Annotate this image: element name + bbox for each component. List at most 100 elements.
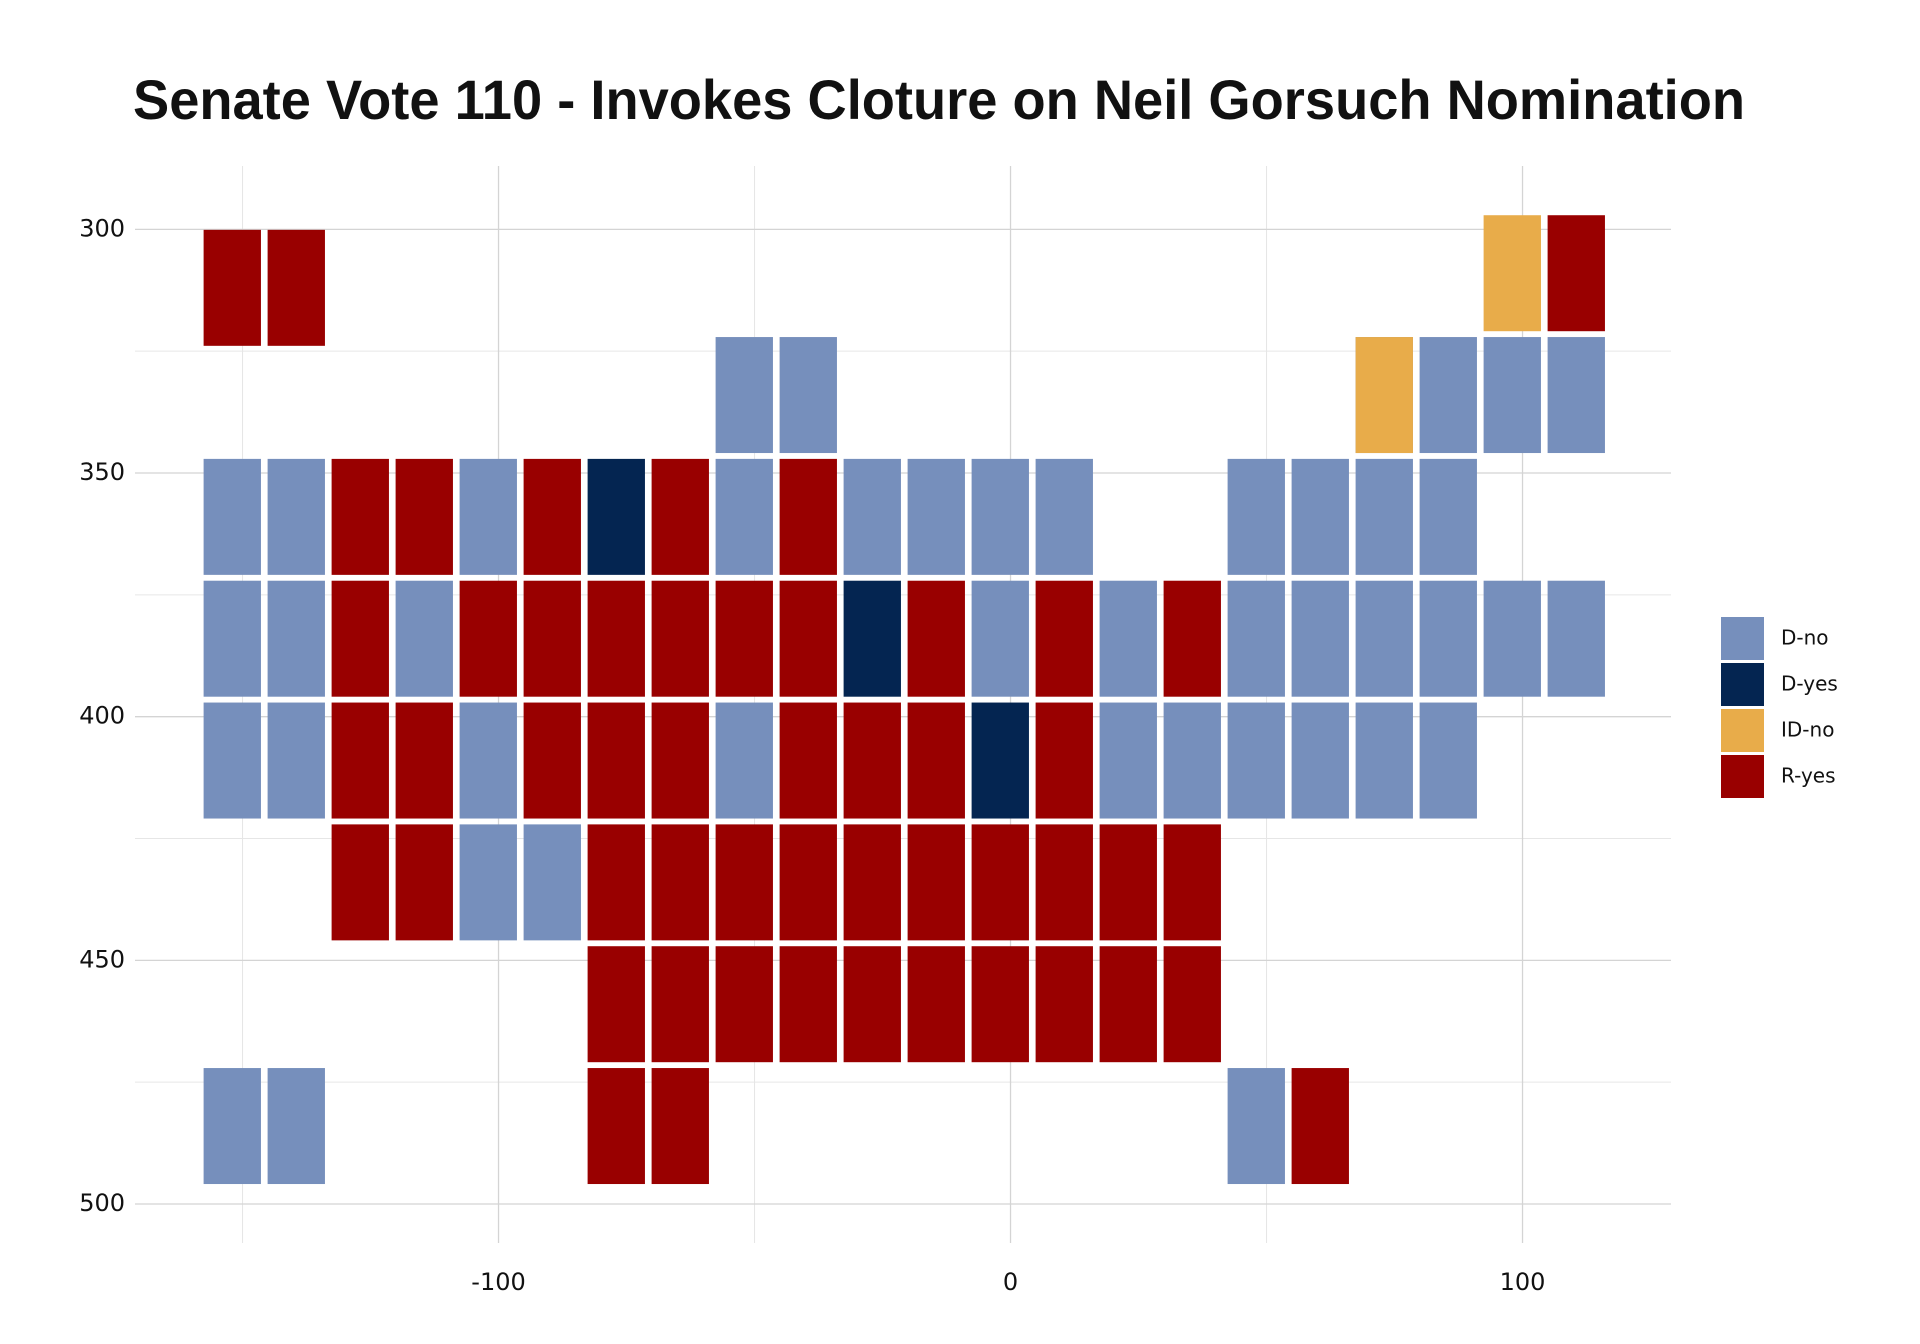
- x-tick-label: 100: [1500, 1268, 1546, 1296]
- tile: [267, 1068, 325, 1185]
- tile: [395, 702, 453, 819]
- tile: [267, 580, 325, 697]
- tile: [715, 580, 773, 697]
- tile: [267, 458, 325, 575]
- tile: [1035, 580, 1093, 697]
- legend-key: [1721, 709, 1764, 752]
- tile: [1419, 337, 1477, 454]
- tile: [1291, 702, 1349, 819]
- tile: [715, 458, 773, 575]
- tile: [459, 824, 517, 941]
- tile: [1099, 824, 1157, 941]
- tile: [651, 580, 709, 697]
- tile: [651, 824, 709, 941]
- tile: [1547, 337, 1605, 454]
- tile: [459, 458, 517, 575]
- tile: [1163, 702, 1221, 819]
- tile: [1099, 946, 1157, 1063]
- tile: [1355, 702, 1413, 819]
- tile: [203, 229, 261, 346]
- y-tick-label: 400: [79, 702, 125, 730]
- y-tick-label: 500: [79, 1189, 125, 1217]
- tile: [907, 946, 965, 1063]
- tile: [1099, 702, 1157, 819]
- tile: [651, 1068, 709, 1185]
- tile: [715, 824, 773, 941]
- grid: [135, 166, 1671, 1243]
- tile: [587, 580, 645, 697]
- tiles: [203, 215, 1605, 1185]
- tile: [459, 580, 517, 697]
- tile: [1291, 458, 1349, 575]
- tile: [1035, 702, 1093, 819]
- tile: [587, 824, 645, 941]
- tile: [715, 702, 773, 819]
- tile: [523, 702, 581, 819]
- tile: [395, 824, 453, 941]
- tile: [1035, 946, 1093, 1063]
- tile: [587, 946, 645, 1063]
- tile: [587, 458, 645, 575]
- x-tick-label: 0: [1003, 1268, 1018, 1296]
- legend-key: [1721, 617, 1764, 660]
- tile: [395, 458, 453, 575]
- tile: [651, 946, 709, 1063]
- tile: [843, 946, 901, 1063]
- tile: [779, 458, 837, 575]
- tile: [843, 824, 901, 941]
- tile: [971, 458, 1029, 575]
- y-tick-label: 350: [79, 458, 125, 486]
- tile: [203, 1068, 261, 1185]
- tile: [1291, 580, 1349, 697]
- tile: [1227, 580, 1285, 697]
- tile: [1483, 215, 1541, 332]
- tile: [971, 580, 1029, 697]
- tile: [1483, 580, 1541, 697]
- tile: [1547, 215, 1605, 332]
- tile: [587, 702, 645, 819]
- tile: [651, 458, 709, 575]
- tile: [459, 702, 517, 819]
- tile: [1547, 580, 1605, 697]
- tile: [1483, 337, 1541, 454]
- tile: [1355, 337, 1413, 454]
- tile: [1227, 458, 1285, 575]
- tile: [843, 580, 901, 697]
- tile: [395, 580, 453, 697]
- legend-key: [1721, 663, 1764, 706]
- tile: [907, 580, 965, 697]
- legend-label: D-yes: [1781, 672, 1838, 696]
- tile: [971, 702, 1029, 819]
- tile: [587, 1068, 645, 1185]
- x-tick-label: -100: [471, 1268, 525, 1296]
- tile: [779, 580, 837, 697]
- legend: D-no D-yes ID-no R-yes: [1721, 617, 1838, 798]
- tile: [331, 824, 389, 941]
- tile: [907, 702, 965, 819]
- tile: [1291, 1068, 1349, 1185]
- tile: [715, 337, 773, 454]
- tile: [715, 946, 773, 1063]
- legend-label: ID-no: [1781, 718, 1834, 742]
- tile: [779, 946, 837, 1063]
- tile: [1035, 458, 1093, 575]
- tile: [779, 824, 837, 941]
- tile: [843, 702, 901, 819]
- tile: [651, 702, 709, 819]
- tile: [1355, 580, 1413, 697]
- tile: [331, 458, 389, 575]
- tile: [267, 229, 325, 346]
- tile: [203, 580, 261, 697]
- tile: [523, 458, 581, 575]
- axes: -100 0 100 300 350 400 450 500: [79, 214, 1545, 1296]
- y-tick-label: 300: [79, 214, 125, 242]
- tile: [267, 702, 325, 819]
- tile: [1419, 702, 1477, 819]
- tile: [1035, 824, 1093, 941]
- tile: [971, 946, 1029, 1063]
- tile: [331, 580, 389, 697]
- tile: [1355, 458, 1413, 575]
- tile: [331, 702, 389, 819]
- tile: [1419, 458, 1477, 575]
- legend-key: [1721, 755, 1764, 798]
